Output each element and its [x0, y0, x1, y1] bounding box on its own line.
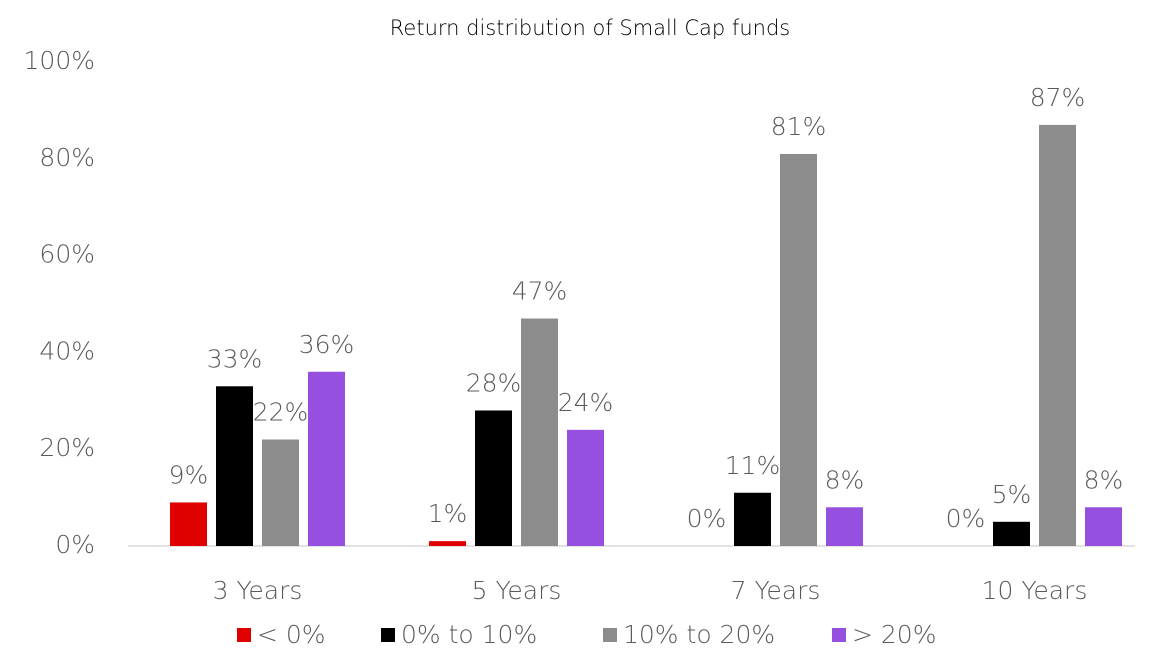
bar [993, 521, 1030, 546]
y-tick-label: 60% [39, 240, 95, 269]
data-label: 28% [466, 368, 522, 397]
bar [475, 410, 512, 546]
bar [1085, 507, 1122, 546]
data-label: 5% [992, 480, 1032, 509]
data-label: 47% [512, 277, 568, 306]
data-label: 1% [428, 499, 468, 528]
bar [567, 429, 604, 546]
legend-swatch [603, 628, 617, 642]
y-tick-label: 0% [55, 530, 95, 559]
bar [734, 492, 771, 546]
x-tick-label: 7 Years [731, 576, 821, 605]
x-tick-label: 5 Years [472, 576, 562, 605]
legend-label: 10% to 20% [623, 620, 775, 649]
legend-label: < 0% [257, 620, 326, 649]
data-label: 24% [558, 388, 614, 417]
bar [780, 153, 817, 546]
bar [521, 318, 558, 546]
y-tick-label: 100% [24, 46, 95, 75]
legend-swatch [237, 628, 251, 642]
x-tick-label: 10 Years [982, 576, 1088, 605]
data-label: 0% [687, 504, 727, 533]
bar [262, 439, 299, 546]
data-label: 22% [253, 398, 309, 427]
data-label: 11% [725, 451, 781, 480]
legend-label: 0% to 10% [401, 620, 537, 649]
legend-label: > 20% [852, 620, 936, 649]
legend-swatch [832, 628, 846, 642]
y-tick-label: 80% [39, 143, 95, 172]
data-label: 87% [1030, 83, 1086, 112]
bar [308, 371, 345, 546]
bar [826, 507, 863, 546]
data-label: 8% [1084, 465, 1124, 494]
data-label: 8% [825, 465, 865, 494]
bar [216, 386, 253, 546]
data-label: 81% [771, 112, 827, 141]
x-tick-label: 3 Years [213, 576, 303, 605]
y-tick-label: 40% [39, 336, 95, 365]
data-label: 9% [169, 460, 209, 489]
chart-title: Return distribution of Small Cap funds [390, 16, 790, 40]
data-label: 33% [207, 344, 263, 373]
y-tick-label: 20% [39, 433, 95, 462]
bar [1039, 124, 1076, 547]
legend-swatch [381, 628, 395, 642]
bar [170, 502, 207, 546]
data-label: 36% [299, 330, 355, 359]
data-label: 0% [946, 504, 986, 533]
bar [429, 541, 466, 546]
